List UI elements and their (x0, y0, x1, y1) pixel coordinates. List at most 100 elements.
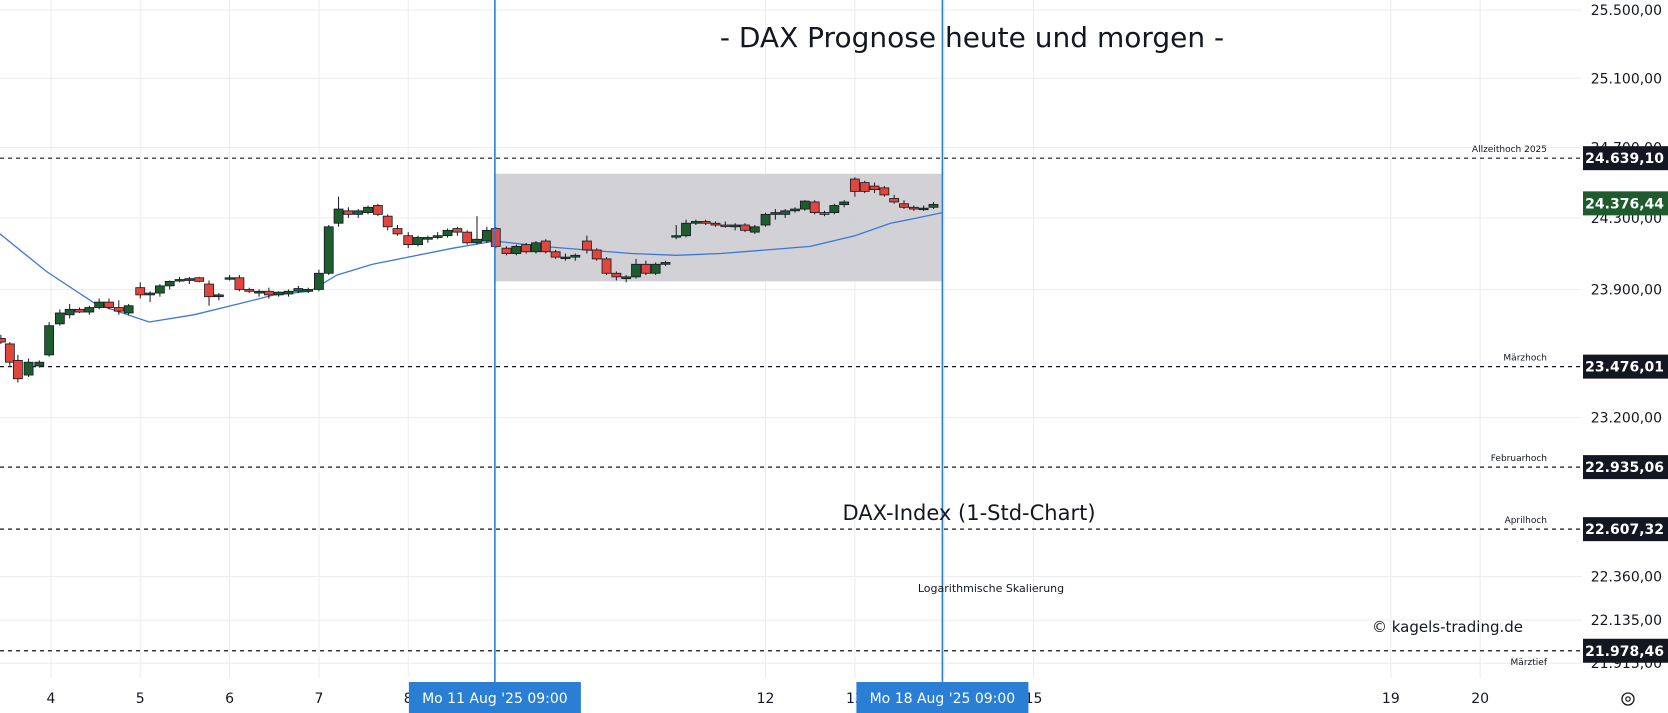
candle-body (770, 212, 781, 215)
candle-up (472, 216, 482, 245)
candle-body (928, 204, 939, 208)
candle-up (770, 209, 781, 220)
candle-down (234, 275, 245, 292)
candle-up (164, 280, 175, 290)
candle-up (293, 285, 304, 294)
candle-down (12, 354, 23, 383)
candle-down (869, 182, 880, 194)
candle-body (135, 287, 146, 296)
candle-body (521, 244, 532, 253)
candle-up (690, 219, 701, 226)
candle-body (12, 359, 23, 380)
candle-down (194, 276, 205, 283)
candle-body (23, 361, 34, 376)
candle-body (204, 283, 214, 298)
candle-body (481, 229, 492, 242)
candle-up (481, 226, 492, 243)
candle-up (760, 212, 771, 227)
price-axis[interactable]: 25.500,0025.100,0024.700,0024.300,0023.9… (1583, 3, 1668, 672)
candle-down (372, 203, 383, 217)
candle-body (283, 290, 294, 295)
candle-body (660, 262, 671, 265)
level-label: Aprilhoch (1505, 516, 1547, 526)
candle-up (671, 225, 682, 240)
candle-down (908, 205, 919, 211)
candle-up (254, 289, 264, 297)
candle-body (224, 277, 235, 280)
candle-body (64, 308, 75, 316)
candle-up (273, 291, 284, 297)
candle-body (314, 272, 324, 290)
candle-body (869, 185, 880, 191)
candle-body (700, 221, 711, 224)
level-price-label: 21.978,46 (1585, 644, 1664, 660)
candle-up (799, 200, 810, 211)
candle-up (621, 275, 632, 283)
candle-up (928, 201, 939, 210)
candle-body (501, 247, 512, 254)
candle-up (413, 235, 423, 247)
y-tick-label: 25.500,00 (1591, 3, 1662, 19)
candle-up (174, 276, 185, 283)
candle-up (560, 253, 571, 261)
candle-down (392, 225, 403, 236)
candle-body (413, 237, 423, 246)
candle-up (54, 309, 65, 326)
candle-down (581, 235, 592, 254)
y-tick-label: 25.100,00 (1591, 71, 1662, 87)
candle-up (303, 287, 314, 294)
candle-body (720, 224, 731, 227)
candle-body (819, 212, 830, 215)
chart-title: - DAX Prognose heute und morgen - (720, 21, 1224, 54)
candle-up (730, 223, 741, 231)
candles (0, 177, 939, 383)
settings-gear-icon[interactable] (1621, 692, 1635, 706)
candle-body (918, 207, 929, 211)
candle-down (601, 257, 612, 276)
y-tick-label: 22.360,00 (1591, 570, 1662, 586)
candle-up (780, 209, 791, 218)
candle-down (74, 307, 85, 313)
candle-down (501, 246, 512, 256)
candle-down (700, 219, 711, 226)
x-tick-label: 19 (1382, 691, 1400, 707)
candle-body (452, 228, 463, 233)
level-price-tag (1583, 146, 1668, 171)
candle-body (254, 290, 264, 294)
x-tick-label: 6 (225, 691, 234, 707)
candle-up (660, 260, 671, 267)
level-price-tag (1583, 517, 1668, 542)
chart-grid (0, 0, 1582, 678)
candle-body (908, 206, 919, 210)
x-tick-label: 15 (1025, 691, 1043, 707)
x-tick-label: 4 (46, 691, 55, 707)
x-tick-label: 7 (314, 691, 323, 707)
level-label: Märztief (1511, 658, 1548, 668)
candle-body (94, 301, 105, 308)
level-price-tag (1583, 638, 1668, 663)
last-price-label: 24.376,44 (1585, 196, 1664, 212)
candle-body (490, 228, 501, 247)
candle-body (323, 226, 334, 274)
chart-subtitle: DAX-Index (1-Std-Chart) (842, 501, 1095, 525)
candle-down (113, 300, 124, 315)
candle-up (422, 235, 433, 243)
candle-up (363, 205, 373, 215)
candle-down (809, 200, 820, 215)
candle-body (363, 206, 373, 213)
candle-down (710, 221, 721, 227)
x-tick-label: 20 (1471, 691, 1489, 707)
candle-body (353, 210, 364, 215)
candle-body (640, 263, 651, 274)
candle-up (442, 228, 453, 238)
candle-down (611, 271, 622, 281)
candle-down (879, 186, 890, 197)
candle-down (4, 342, 15, 366)
candle-up (432, 232, 443, 240)
candle-body (123, 305, 134, 314)
candle-body (570, 254, 581, 258)
candle-body (650, 263, 661, 274)
candle-body (472, 238, 482, 244)
